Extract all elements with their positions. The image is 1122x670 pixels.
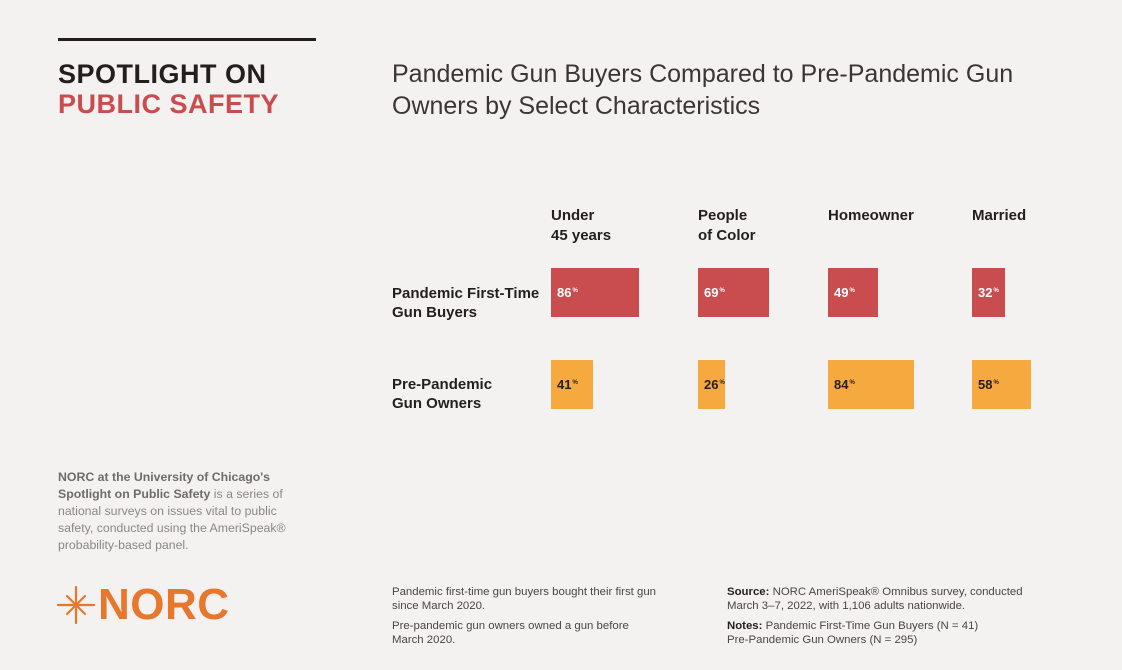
notes-line-1: Pandemic First-Time Gun Buyers (N = 41) [762,620,979,632]
source-label: Source: [727,586,770,598]
series-label-first-time: Pandemic First-Time Gun Buyers [392,285,540,321]
notes-line-2: Pre-Pandemic Gun Owners (N = 295) [727,634,918,646]
bar-value: 58 [978,377,993,392]
norc-logo-text: NORC [98,580,230,629]
bar-value-label: 41% [557,377,578,392]
category-people-of-color: People of Color [698,207,756,244]
bar-value-unit: % [719,288,725,294]
category-married: Married [972,207,1027,224]
bar-value: 49 [834,285,849,300]
source-text: NORC AmeriSpeak® Omnibus survey, conduct… [727,586,1023,612]
notes-label: Notes: [727,620,763,632]
bar-pre-pandemic-married: 58% [972,360,1031,409]
sample-notes: Notes: Pandemic First-Time Gun Buyers (N… [727,619,1027,647]
bar-value-unit: % [572,288,578,294]
bar-value-unit: % [719,380,725,386]
bar-value-unit: % [993,380,999,386]
bar-pre-pandemic-homeowner: 84% [828,360,914,409]
brand-line-2: PUBLIC SAFETY [58,89,280,119]
bar-value-label: 69% [704,285,725,300]
bar-value-unit: % [993,288,999,294]
norc-star-icon [56,585,96,625]
bar-first-time-under-45: 86% [551,268,639,317]
bar-value: 69 [704,285,719,300]
bar-value-label: 84% [834,377,855,392]
source-note: Source: NORC AmeriSpeak® Omnibus survey,… [727,585,1027,613]
brand-line-1: SPOTLIGHT ON [58,59,267,89]
bar-pre-pandemic-under-45: 41% [551,360,593,409]
bar-value: 86 [557,285,572,300]
bar-value-label: 32% [978,285,999,300]
bar-first-time-homeowner: 49% [828,268,878,317]
bar-value: 32 [978,285,993,300]
category-under-45: Under 45 years [551,207,612,244]
bar-first-time-people-of-color: 69% [698,268,769,317]
about-text: NORC at the University of Chicago's Spot… [58,469,310,554]
bar-value: 41 [557,377,572,392]
about-bold: NORC at the University of Chicago's Spot… [58,470,271,501]
category-homeowner: Homeowner [828,207,914,224]
bar-value-label: 49% [834,285,855,300]
bar-value-unit: % [572,380,578,386]
bar-value-unit: % [849,380,855,386]
chart-title: Pandemic Gun Buyers Compared to Pre-Pand… [392,60,1014,120]
bar-value: 84 [834,377,849,392]
definition-first-time: Pandemic first-time gun buyers bought th… [392,586,657,612]
bar-value: 26 [704,377,719,392]
norc-logo: NORC [56,580,230,630]
about-rest: is a series of national surveys on issue… [58,487,286,552]
bar-value-label: 58% [978,377,999,392]
bar-value-label: 86% [557,285,578,300]
definition-pre-pandemic: Pre-pandemic gun owners owned a gun befo… [392,620,629,646]
bar-first-time-married: 32% [972,268,1005,317]
header-rule [58,38,316,41]
bar-pre-pandemic-people-of-color: 26% [698,360,725,409]
bar-value-unit: % [849,288,855,294]
bar-value-label: 26% [704,377,725,392]
series-label-pre-pandemic: Pre-Pandemic Gun Owners [392,376,493,412]
